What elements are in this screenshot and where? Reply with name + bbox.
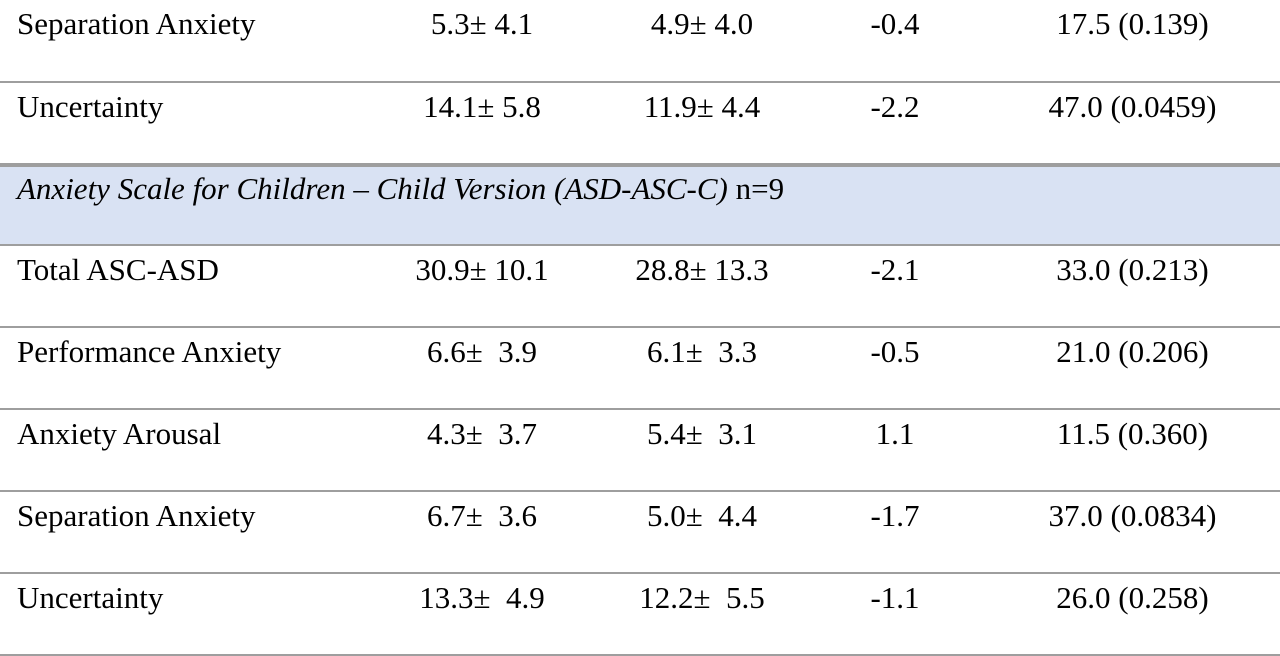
- difference-value: -2.1: [870, 252, 920, 287]
- row-label: Total ASC-ASD: [17, 252, 219, 287]
- row-label: Uncertainty: [17, 89, 164, 124]
- row-label: Uncertainty: [17, 580, 164, 615]
- pre-value: 4.3± 3.7: [426, 416, 537, 451]
- difference-value: 1.1: [875, 416, 915, 451]
- pre-value: 6.6± 3.9: [426, 334, 537, 369]
- difference-value: -1.1: [870, 580, 920, 615]
- row-label: Anxiety Arousal: [17, 416, 222, 451]
- post-value: 6.1± 3.3: [646, 334, 757, 369]
- section-header-row: Anxiety Scale for Children – Child Versi…: [0, 165, 1280, 246]
- table-row: Uncertainty 14.1± 5.8 11.9± 4.4 -2.2 47.…: [0, 83, 1280, 165]
- test-statistic: 47.0 (0.0459): [1048, 89, 1217, 124]
- post-value: 12.2± 5.5: [639, 580, 765, 615]
- test-statistic: 26.0 (0.258): [1056, 580, 1209, 615]
- row-label: Separation Anxiety: [17, 6, 256, 41]
- section-scale-name: Anxiety Scale for Children – Child Versi…: [17, 171, 728, 206]
- table-row: Total ASC-ASD 30.9± 10.1 28.8± 13.3 -2.1…: [0, 246, 1280, 328]
- post-value: 11.9± 4.4: [643, 89, 761, 124]
- test-statistic: 11.5 (0.360): [1056, 416, 1209, 451]
- test-statistic: 37.0 (0.0834): [1048, 498, 1217, 533]
- row-label: Separation Anxiety: [17, 498, 256, 533]
- difference-value: -0.5: [870, 334, 920, 369]
- pre-value: 13.3± 4.9: [419, 580, 545, 615]
- table-row: Performance Anxiety 6.6± 3.9 6.1± 3.3 -0…: [0, 328, 1280, 410]
- section-title: Anxiety Scale for Children – Child Versi…: [17, 169, 784, 209]
- post-value: 5.4± 3.1: [646, 416, 757, 451]
- test-statistic: 17.5 (0.139): [1056, 6, 1209, 41]
- post-value: 4.9± 4.0: [650, 6, 754, 41]
- table-row: Separation Anxiety 6.7± 3.6 5.0± 4.4 -1.…: [0, 492, 1280, 574]
- table-row: Anxiety Arousal 4.3± 3.7 5.4± 3.1 1.1 11…: [0, 410, 1280, 492]
- table-row: Uncertainty 13.3± 4.9 12.2± 5.5 -1.1 26.…: [0, 574, 1280, 656]
- difference-value: -0.4: [870, 6, 920, 41]
- pre-value: 14.1± 5.8: [423, 89, 541, 124]
- pre-value: 30.9± 10.1: [415, 252, 549, 287]
- difference-value: -1.7: [870, 498, 920, 533]
- pre-value: 5.3± 4.1: [430, 6, 534, 41]
- post-value: 5.0± 4.4: [646, 498, 757, 533]
- test-statistic: 33.0 (0.213): [1056, 252, 1209, 287]
- post-value: 28.8± 13.3: [635, 252, 769, 287]
- table-row: Separation Anxiety 5.3± 4.1 4.9± 4.0 -0.…: [0, 0, 1280, 83]
- section-sample-size: n=9: [727, 171, 785, 206]
- pre-value: 6.7± 3.6: [426, 498, 537, 533]
- test-statistic: 21.0 (0.206): [1056, 334, 1209, 369]
- row-label: Performance Anxiety: [17, 334, 282, 369]
- difference-value: -2.2: [870, 89, 920, 124]
